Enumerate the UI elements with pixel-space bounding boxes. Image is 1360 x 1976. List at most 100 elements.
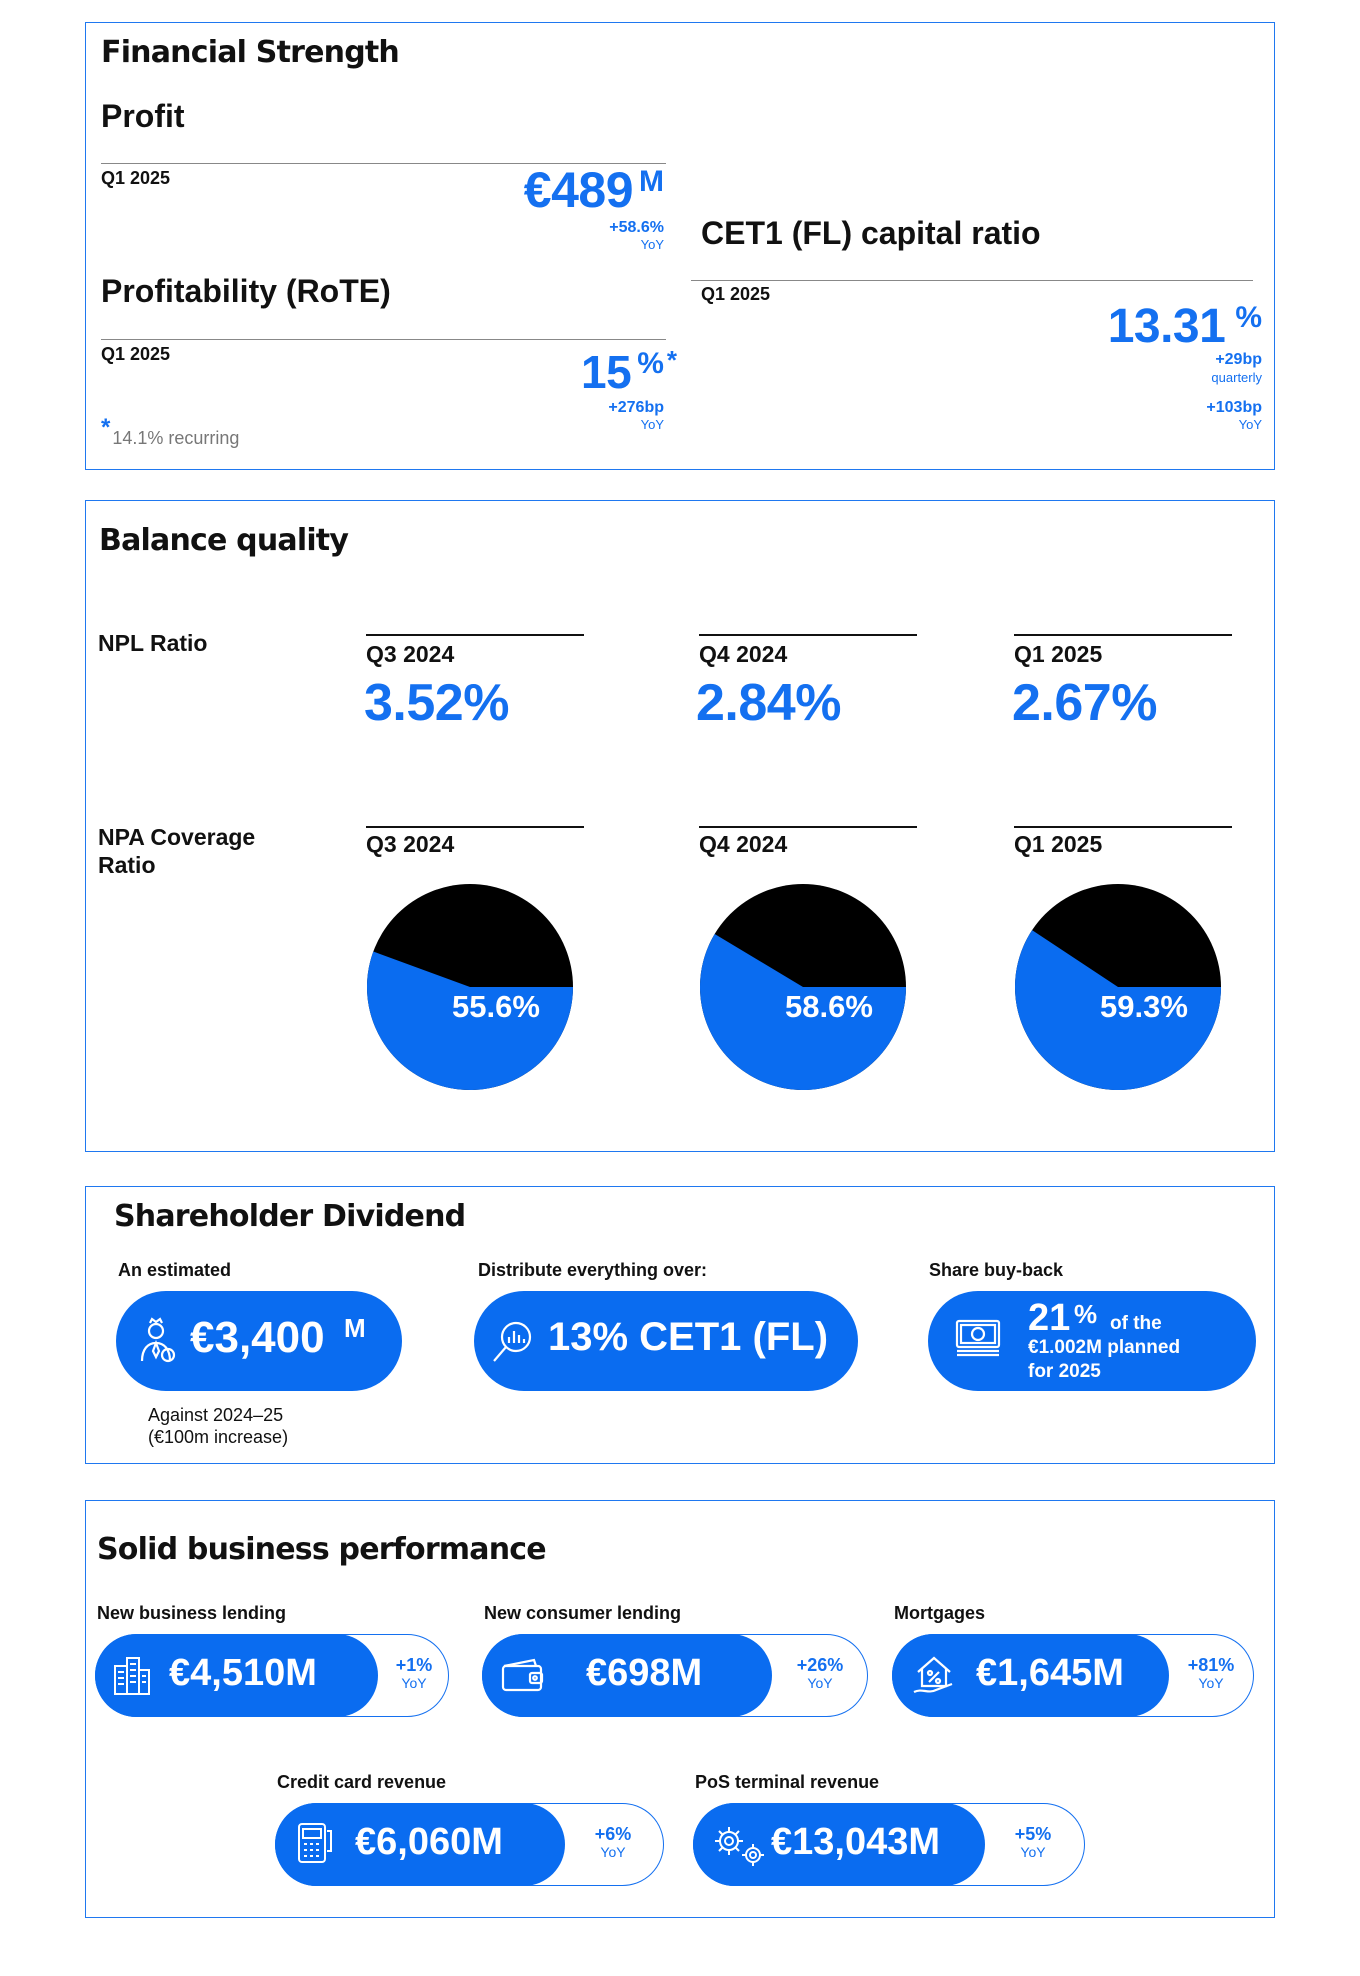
distribute-pill: 13% CET1 (FL) bbox=[474, 1291, 858, 1391]
business-lending-caption: New business lending bbox=[97, 1603, 287, 1623]
analysis-icon bbox=[490, 1317, 538, 1365]
npa-period-2: Q4 2024 bbox=[699, 831, 788, 857]
rote-footnote: * 14.1% recurring bbox=[101, 414, 240, 449]
buyback-pill: 21 % of the €1.002M planned for 2025 bbox=[928, 1291, 1256, 1391]
business-lending-change: +1% bbox=[395, 1655, 433, 1675]
cet1-change-yoy-note: YoY bbox=[1238, 417, 1262, 432]
credit-card-pill: €6,060M bbox=[275, 1803, 565, 1886]
credit-card-caption: Credit card revenue bbox=[277, 1772, 447, 1792]
consumer-lending-change: +26% bbox=[796, 1655, 844, 1675]
consumer-lending-yoy: YoY bbox=[807, 1675, 833, 1691]
npl-period-1: Q3 2024 bbox=[366, 641, 455, 667]
npa-rule-1 bbox=[366, 826, 584, 828]
pos-terminal-value: €13,043M bbox=[771, 1821, 941, 1863]
financial-strength-title: Financial Strength bbox=[101, 35, 400, 70]
shareholder-dividend-panel: Shareholder Dividend An estimated €3,400… bbox=[85, 1186, 1275, 1464]
profit-value-group: €489 M bbox=[524, 161, 664, 219]
cet1-period: Q1 2025 bbox=[701, 284, 771, 304]
gears-icon bbox=[711, 1823, 767, 1867]
buyback-value: 21 bbox=[1028, 1297, 1071, 1339]
business-performance-title: Solid business performance bbox=[97, 1532, 547, 1567]
credit-card-yoy: YoY bbox=[600, 1844, 626, 1860]
buyback-text-3: for 2025 bbox=[1028, 1361, 1101, 1382]
buyback-unit: % bbox=[1074, 1299, 1098, 1329]
business-lending-value: €4,510M bbox=[169, 1652, 317, 1694]
pie-coverage-slice bbox=[367, 951, 573, 1090]
profit-change-note: YoY bbox=[640, 237, 664, 252]
profit-title: Profit bbox=[101, 98, 185, 134]
footnote-mark: * bbox=[101, 414, 111, 441]
buyback-caption: Share buy-back bbox=[929, 1260, 1064, 1280]
mortgages-change: +81% bbox=[1187, 1655, 1235, 1675]
pos-terminal-change: +5% bbox=[1014, 1824, 1052, 1844]
npa-rule-2 bbox=[699, 826, 917, 828]
npl-value-2: 2.84% bbox=[696, 674, 841, 732]
mortgages-value: €1,645M bbox=[976, 1652, 1124, 1694]
rote-title: Profitability (RoTE) bbox=[101, 273, 391, 309]
cet1-unit: % bbox=[1235, 301, 1262, 334]
pie-coverage-slice bbox=[700, 934, 906, 1090]
house-percent-icon bbox=[912, 1652, 956, 1696]
buyback-text-1: of the bbox=[1110, 1313, 1162, 1334]
shareholder-dividend-title: Shareholder Dividend bbox=[114, 1199, 466, 1234]
distribute-value: 13% CET1 (FL) bbox=[548, 1315, 829, 1359]
mortgages-pill: €1,645M bbox=[892, 1634, 1169, 1717]
estimated-unit: M bbox=[344, 1313, 366, 1343]
profit-change: +58.6% bbox=[609, 219, 664, 236]
estimated-pill: €3,400 M bbox=[116, 1291, 402, 1391]
rote-asterisk: * bbox=[666, 345, 677, 375]
rote-period: Q1 2025 bbox=[101, 344, 171, 364]
profit-value: €489 bbox=[523, 162, 634, 218]
cet1-change-quarterly-note: quarterly bbox=[1211, 370, 1262, 385]
npa-period-1: Q3 2024 bbox=[366, 831, 455, 857]
wallet-icon bbox=[500, 1656, 546, 1694]
npa-pie-2 bbox=[700, 884, 906, 1090]
pos-terminal-caption: PoS terminal revenue bbox=[695, 1772, 880, 1792]
estimated-value: €3,400 bbox=[190, 1313, 325, 1362]
consumer-lending-pill: €698M bbox=[482, 1634, 772, 1717]
pos-terminal-pill: €13,043M bbox=[693, 1803, 985, 1886]
npa-pie-label-1: 55.6% bbox=[452, 989, 540, 1024]
rote-change: +276bp bbox=[608, 399, 664, 416]
business-performance-panel: Solid business performance New business … bbox=[85, 1500, 1275, 1918]
credit-card-change: +6% bbox=[594, 1824, 632, 1844]
npl-value-1: 3.52% bbox=[364, 674, 509, 732]
cet1-value: 13.31 bbox=[1107, 300, 1226, 353]
profit-rule bbox=[101, 163, 666, 164]
credit-card-value: €6,060M bbox=[355, 1821, 503, 1863]
npl-rule-1 bbox=[366, 634, 584, 636]
npa-rule-3 bbox=[1014, 826, 1232, 828]
npl-label: NPL Ratio bbox=[98, 630, 208, 656]
cet1-rule bbox=[691, 280, 1253, 281]
mortgages-yoy: YoY bbox=[1198, 1675, 1224, 1691]
cet1-change-quarterly: +29bp bbox=[1215, 351, 1262, 368]
profit-period: Q1 2025 bbox=[101, 168, 171, 188]
npl-value-3: 2.67% bbox=[1012, 674, 1157, 732]
rote-change-note: YoY bbox=[640, 417, 664, 432]
buyback-text-2: €1.002M planned bbox=[1028, 1337, 1181, 1358]
shareholder-icon bbox=[132, 1317, 180, 1365]
distribute-caption: Distribute everything over: bbox=[478, 1260, 708, 1280]
card-terminal-icon bbox=[295, 1821, 335, 1865]
mortgages-caption: Mortgages bbox=[894, 1603, 986, 1623]
npa-period-3: Q1 2025 bbox=[1014, 831, 1103, 857]
npa-pie-label-2: 58.6% bbox=[785, 989, 873, 1024]
estimated-note-2: (€100m increase) bbox=[148, 1427, 289, 1447]
npl-rule-3 bbox=[1014, 634, 1232, 636]
npa-label: NPA Coverage Ratio bbox=[98, 824, 256, 878]
npa-pie-label-3: 59.3% bbox=[1100, 989, 1188, 1024]
balance-quality-title: Balance quality bbox=[99, 523, 349, 558]
profit-unit: M bbox=[639, 165, 664, 198]
rote-rule bbox=[101, 339, 666, 340]
business-lending-yoy: YoY bbox=[401, 1675, 427, 1691]
balance-quality-panel: Balance quality NPL Ratio NPA Coverage R… bbox=[85, 500, 1275, 1152]
estimated-caption: An estimated bbox=[118, 1260, 232, 1280]
cet1-title: CET1 (FL) capital ratio bbox=[701, 215, 1041, 251]
estimated-note-1: Against 2024–25 bbox=[148, 1405, 284, 1425]
npa-pie-3 bbox=[1015, 884, 1221, 1090]
cet1-value-group: 13.31 % bbox=[1108, 299, 1262, 354]
npa-pie-1 bbox=[367, 884, 573, 1090]
pos-terminal-yoy: YoY bbox=[1020, 1844, 1046, 1860]
npl-rule-2 bbox=[699, 634, 917, 636]
footnote-text: 14.1% recurring bbox=[112, 428, 240, 448]
